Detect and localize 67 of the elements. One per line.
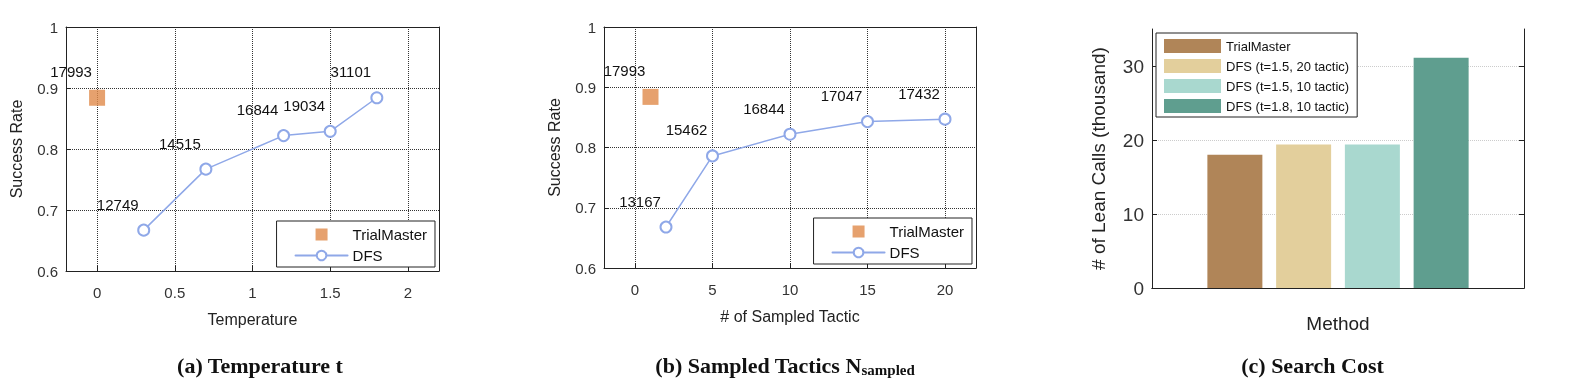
x-axis-title: # of Sampled Tactic [720, 307, 860, 325]
point [659, 220, 673, 234]
bar [1276, 144, 1332, 288]
text: (b) Sampled Tactics Nsampled [655, 352, 916, 378]
x-axis-title: Temperature [207, 310, 298, 328]
point [938, 112, 952, 126]
y-tick-label: 20 [1122, 129, 1144, 151]
x-tick-label: 10 [781, 281, 799, 298]
legend-label: DFS (t=1.8, 10 tactic) [1226, 98, 1350, 114]
legend-label: DFS [889, 244, 920, 261]
x-tick-label: 1 [248, 284, 257, 301]
y-tick-label: 0.7 [575, 199, 596, 217]
point [370, 91, 384, 105]
annotation: 13167 [619, 192, 661, 210]
annotation: 16844 [743, 99, 785, 117]
point [783, 127, 797, 141]
point [323, 124, 337, 138]
y-tick-label: 0.9 [575, 78, 596, 96]
y-tick-label: 0.6 [575, 259, 596, 277]
annotation: 14515 [159, 134, 201, 152]
legend-label: DFS [352, 247, 383, 264]
y-tick-label: 0.8 [37, 140, 58, 158]
y-axis-title: Success Rate [7, 99, 25, 199]
annotation: 12749 [96, 195, 139, 213]
annotation: 17993 [603, 62, 646, 80]
bar [1344, 144, 1400, 288]
point [706, 149, 719, 163]
y-tick-label: 1 [49, 18, 58, 36]
x-axis-title: Method [1306, 313, 1370, 334]
text: (a) Temperature t [177, 352, 344, 378]
annotation: 17047 [820, 87, 863, 105]
x-tick-label: 1.5 [319, 284, 341, 301]
point [89, 89, 106, 106]
x-tick-label: 20 [936, 281, 954, 298]
legend-label: DFS (t=1.5, 20 tactic) [1226, 58, 1350, 74]
y-tick-label: 0.9 [37, 79, 58, 97]
annotation: 17432 [898, 84, 940, 102]
legend-label: DFS (t=1.5, 10 tactic) [1226, 78, 1350, 94]
legend-label: TrialMaster [889, 223, 964, 240]
annotation: 31101 [330, 63, 372, 81]
point [277, 129, 291, 143]
x-tick-label: 0 [92, 284, 102, 301]
point [199, 162, 213, 176]
x-tick-label: 2 [403, 284, 413, 301]
point [137, 223, 151, 237]
point [642, 88, 659, 105]
y-tick-label: 0.8 [575, 139, 596, 156]
y-axis-title: Success Rate [545, 98, 563, 197]
point [861, 115, 874, 129]
x-tick-label: 15 [859, 281, 876, 298]
bar [1413, 57, 1469, 288]
annotation: 15462 [665, 121, 708, 139]
y-tick-label: 30 [1122, 55, 1144, 77]
x-tick-label: 0.5 [164, 284, 186, 301]
y-tick-label: 0.7 [37, 201, 58, 219]
y-tick-label: 10 [1122, 203, 1144, 225]
annotation: 16844 [236, 101, 279, 119]
annotation: 19034 [283, 96, 326, 114]
bar [1207, 154, 1263, 288]
y-tick-label: 1 [587, 18, 596, 36]
x-tick-label: 0 [630, 281, 640, 298]
text: (c) Search Cost [1241, 352, 1385, 378]
y-axis-title: # of Lean Calls (thousand) [1088, 47, 1109, 270]
legend-label: TrialMaster [1226, 38, 1292, 54]
x-tick-label: 5 [708, 281, 717, 298]
legend-label: TrialMaster [352, 226, 427, 243]
y-tick-label: 0.6 [37, 262, 58, 280]
